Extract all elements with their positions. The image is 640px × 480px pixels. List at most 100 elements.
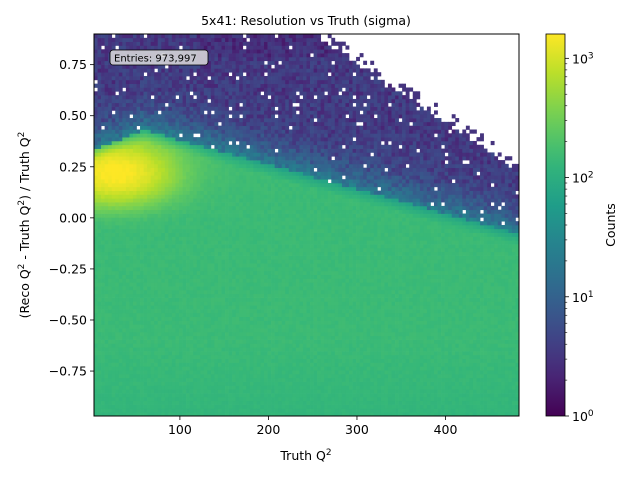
heatmap-cell	[118, 83, 123, 88]
heatmap-cell	[186, 34, 190, 39]
heatmap-cell	[108, 129, 113, 134]
heatmap-cell	[203, 396, 208, 402]
heatmap-cell	[143, 251, 148, 256]
heatmap-cell	[150, 137, 155, 142]
heatmap-cell	[94, 232, 98, 237]
heatmap-cell	[200, 377, 205, 382]
heatmap-cell	[189, 225, 194, 230]
heatmap-cell	[200, 41, 205, 46]
heatmap-cell	[256, 76, 261, 81]
heatmap-cell	[182, 324, 187, 329]
heatmap-cell	[249, 118, 254, 123]
heatmap-cell	[193, 328, 198, 333]
heatmap-cell	[214, 60, 219, 65]
heatmap-cell	[125, 106, 130, 111]
heatmap-cell	[132, 37, 137, 42]
heatmap-cell	[189, 98, 194, 104]
heatmap-cell	[118, 251, 123, 256]
heatmap-cell	[150, 324, 155, 329]
heatmap-cell	[108, 68, 113, 73]
heatmap-cell	[246, 163, 251, 169]
heatmap-cell	[253, 381, 258, 386]
heatmap-cell	[221, 312, 226, 318]
heatmap-cell	[221, 385, 226, 390]
heatmap-cell	[249, 76, 254, 81]
heatmap-cell	[249, 148, 254, 153]
heatmap-cell	[217, 156, 222, 161]
heatmap-cell	[129, 83, 134, 88]
heatmap-cell	[200, 354, 205, 360]
heatmap-cell	[253, 240, 258, 245]
heatmap-cell	[164, 320, 169, 325]
heatmap-cell	[147, 312, 152, 318]
heatmap-cell	[111, 328, 116, 333]
heatmap-cell	[143, 312, 148, 318]
heatmap-cell	[235, 366, 240, 371]
heatmap-cell	[221, 343, 226, 348]
heatmap-cell	[186, 102, 190, 107]
heatmap-cell	[249, 137, 254, 142]
heatmap-cell	[132, 137, 137, 142]
heatmap-cell	[140, 64, 144, 69]
heatmap-cell	[118, 41, 123, 46]
heatmap-cell	[122, 393, 127, 398]
heatmap-cell	[154, 110, 159, 115]
heatmap-cell	[97, 171, 102, 176]
heatmap-cell	[264, 335, 268, 340]
heatmap-cell	[179, 129, 183, 134]
heatmap-cell	[108, 400, 113, 405]
heatmap-cell	[104, 179, 109, 184]
heatmap-cell	[260, 34, 265, 39]
heatmap-cell	[168, 236, 173, 241]
heatmap-cell	[249, 37, 254, 42]
heatmap-cell	[140, 91, 144, 96]
heatmap-cell	[115, 179, 120, 184]
heatmap-cell	[143, 270, 148, 276]
heatmap-cell	[196, 68, 201, 73]
heatmap-cell	[182, 140, 187, 146]
heatmap-cell	[217, 56, 222, 62]
heatmap-cell	[122, 343, 127, 348]
heatmap-cell	[214, 205, 219, 211]
heatmap-cell	[115, 335, 120, 340]
heatmap-cell	[175, 37, 180, 42]
heatmap-cell	[232, 213, 237, 218]
heatmap-cell	[217, 53, 222, 58]
heatmap-cell	[217, 179, 222, 184]
heatmap-cell	[207, 267, 212, 272]
heatmap-cell	[129, 305, 134, 310]
heatmap-cell	[164, 301, 169, 306]
heatmap-cell	[143, 316, 148, 321]
heatmap-cell	[104, 129, 109, 134]
heatmap-cell	[264, 106, 268, 111]
heatmap-cell	[147, 385, 152, 390]
heatmap-cell	[260, 163, 265, 169]
heatmap-cell	[179, 163, 183, 169]
heatmap-cell	[196, 114, 201, 119]
heatmap-cell	[136, 289, 141, 295]
heatmap-cell	[210, 408, 215, 413]
heatmap-cell	[271, 320, 275, 325]
heatmap-cell	[225, 236, 229, 241]
heatmap-cell	[101, 106, 105, 111]
heatmap-cell	[101, 412, 105, 416]
heatmap-cell	[161, 144, 166, 149]
heatmap-cell	[132, 404, 137, 409]
heatmap-cell	[111, 324, 116, 329]
heatmap-cell	[115, 274, 120, 279]
heatmap-cell	[129, 263, 134, 268]
heatmap-cell	[164, 68, 169, 73]
heatmap-cell	[101, 221, 105, 226]
heatmap-cell	[143, 370, 148, 375]
heatmap-cell	[239, 232, 244, 237]
heatmap-cell	[136, 309, 141, 314]
heatmap-cell	[267, 320, 272, 325]
heatmap-cell	[200, 293, 205, 298]
heatmap-cell	[239, 190, 244, 195]
heatmap-cell	[193, 335, 198, 340]
heatmap-cell	[140, 152, 144, 157]
heatmap-cell	[101, 133, 105, 138]
heatmap-cell	[228, 160, 233, 165]
heatmap-cell	[179, 301, 183, 306]
heatmap-cell	[196, 83, 201, 88]
